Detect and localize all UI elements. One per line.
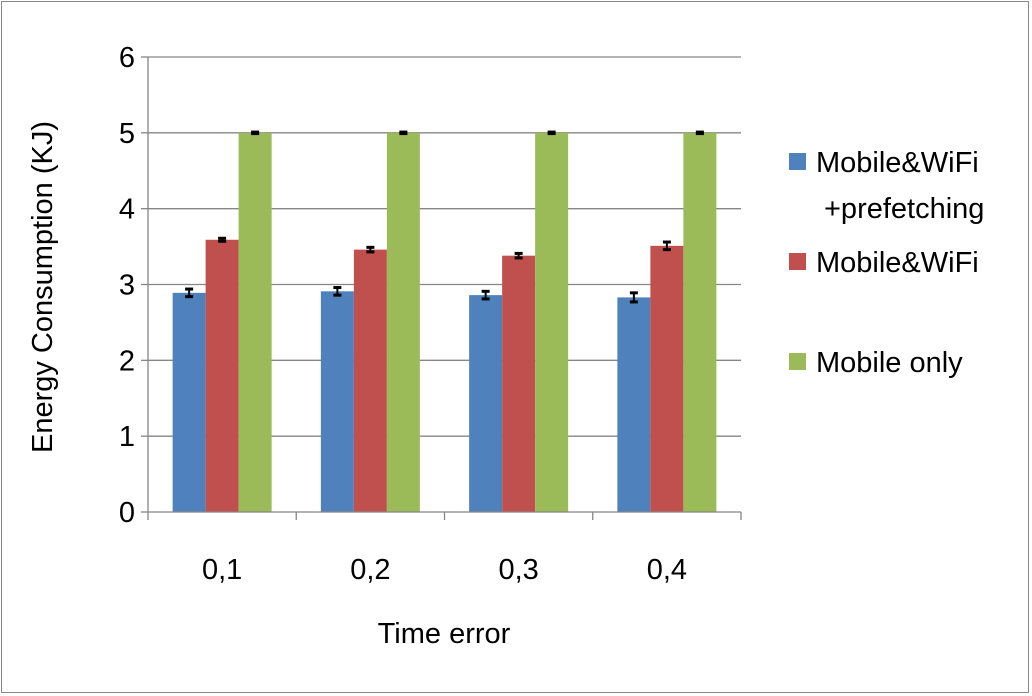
x-axis-label: Time error	[378, 618, 511, 650]
bar	[617, 297, 651, 512]
legend-label: +prefetching	[824, 193, 984, 225]
bar	[535, 132, 569, 513]
legend-label: Mobile only	[816, 347, 963, 379]
y-tick-label: 5	[119, 118, 135, 150]
bar	[320, 291, 354, 512]
y-axis-label: Energy Consumption (KJ)	[27, 121, 59, 453]
x-tick-label: 0,1	[202, 554, 242, 586]
bar	[650, 245, 684, 512]
bar	[683, 132, 717, 513]
x-tick-label: 0,3	[498, 554, 538, 586]
y-tick-label: 0	[119, 497, 135, 529]
legend-swatch	[789, 253, 806, 270]
legend-swatch	[789, 153, 806, 170]
bar	[386, 132, 420, 513]
bar	[469, 295, 503, 512]
legend-label: Mobile&WiFi	[816, 147, 979, 179]
legend-label: Mobile&WiFi	[816, 247, 979, 279]
y-tick-label: 4	[119, 194, 135, 226]
legend: Mobile&WiFi +prefetching Mobile&WiFi Mobile…	[789, 147, 984, 379]
x-tick-label: 0,2	[350, 554, 390, 586]
bar	[205, 239, 239, 512]
axes: 0 1 2 3 4 5 6 0,1 0,2 0,3 0,4	[119, 42, 742, 586]
bar	[353, 249, 387, 512]
y-tick-label: 6	[119, 42, 135, 74]
legend-swatch	[789, 353, 806, 370]
bar	[238, 132, 272, 513]
y-tick-label: 2	[119, 345, 135, 377]
x-tick-label: 0,4	[647, 554, 687, 586]
y-tick-label: 1	[119, 421, 135, 453]
bar	[502, 255, 536, 512]
bars	[172, 130, 717, 513]
bar	[172, 292, 206, 512]
y-tick-label: 3	[119, 270, 135, 302]
